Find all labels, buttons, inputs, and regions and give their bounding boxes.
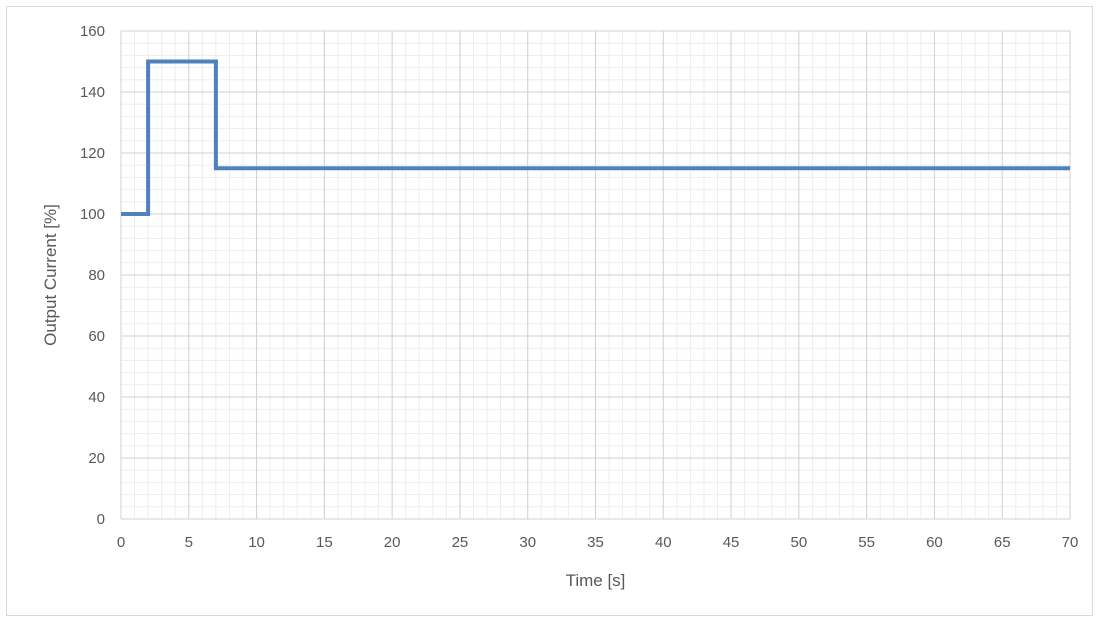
y-tick-label: 100 — [80, 206, 105, 223]
x-tick-labels: 0 5 10 15 20 25 30 35 40 45 50 55 60 65 70 — [117, 534, 1079, 551]
x-tick-label: 65 — [994, 534, 1011, 551]
y-tick-label: 0 — [97, 511, 105, 528]
x-tick-label: 50 — [791, 534, 808, 551]
x-tick-label: 35 — [587, 534, 604, 551]
x-tick-label: 0 — [117, 534, 125, 551]
x-tick-label: 60 — [926, 534, 943, 551]
y-tick-label: 80 — [88, 267, 105, 284]
x-axis-title: Time [s] — [566, 571, 626, 590]
x-tick-label: 45 — [723, 534, 740, 551]
x-tick-label: 15 — [316, 534, 333, 551]
y-tick-label: 140 — [80, 84, 105, 101]
x-tick-label: 20 — [384, 534, 401, 551]
y-axis-title: Output Current [%] — [41, 204, 60, 346]
series-layer — [121, 59, 1070, 216]
x-tick-label: 55 — [858, 534, 875, 551]
y-tick-label: 160 — [80, 23, 105, 40]
x-tick-label: 25 — [452, 534, 469, 551]
x-tick-label: 70 — [1062, 534, 1079, 551]
x-tick-label: 40 — [655, 534, 672, 551]
y-tick-label: 20 — [88, 450, 105, 467]
y-tick-label: 60 — [88, 328, 105, 345]
series-line — [121, 59, 1070, 216]
y-tick-labels: 0 20 40 60 80 100 120 140 160 — [80, 23, 105, 528]
y-tick-label: 40 — [88, 389, 105, 406]
major-grid — [120, 30, 1071, 520]
x-tick-label: 5 — [185, 534, 193, 551]
x-tick-label: 10 — [248, 534, 265, 551]
chart-frame — [6, 6, 1093, 616]
x-tick-label: 30 — [519, 534, 536, 551]
y-tick-label: 120 — [80, 145, 105, 162]
